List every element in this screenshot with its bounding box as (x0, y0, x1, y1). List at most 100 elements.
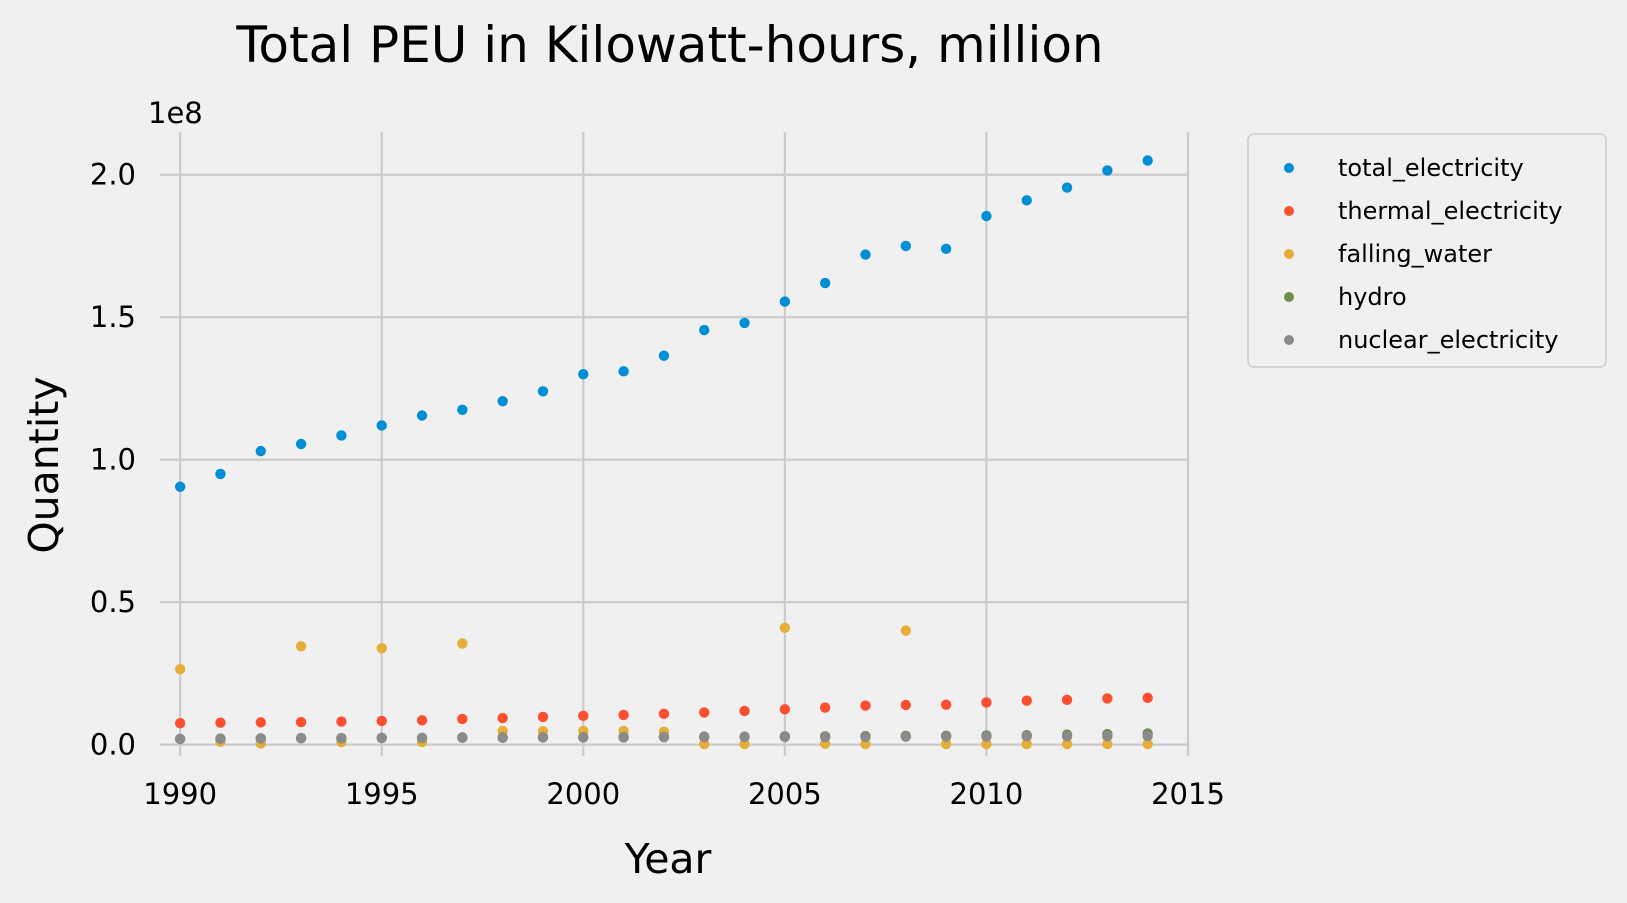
data-point (295, 438, 307, 450)
data-point (376, 420, 387, 431)
x-tick-label: 2010 (950, 777, 1024, 811)
data-point (860, 731, 871, 743)
data-point (1102, 738, 1113, 750)
legend-marker (1284, 206, 1294, 216)
data-point (739, 731, 750, 743)
data-point (981, 697, 992, 708)
data-point (779, 296, 791, 307)
legend-marker (1284, 292, 1294, 302)
y-tick-label: 1.5 (90, 300, 136, 334)
y-axis-label: Quantity (20, 376, 68, 553)
data-point (416, 410, 428, 421)
y-tick-label: 0.5 (90, 585, 136, 619)
legend-label: falling_water (1338, 240, 1492, 268)
data-point (376, 643, 387, 654)
data-point (1142, 738, 1153, 750)
data-point (779, 704, 791, 715)
legend-box (1247, 133, 1607, 368)
data-point (658, 350, 670, 361)
legend-label: nuclear_electricity (1338, 326, 1558, 354)
data-point (1061, 182, 1073, 193)
data-point (1021, 738, 1032, 750)
data-point (819, 277, 831, 289)
data-point (1102, 693, 1113, 704)
data-point (1102, 731, 1113, 742)
data-point (1142, 692, 1153, 704)
data-point (497, 732, 508, 743)
data-point (900, 731, 912, 742)
data-point (860, 738, 871, 750)
data-point (940, 731, 952, 742)
data-point (860, 700, 871, 711)
data-point (174, 733, 186, 745)
data-point (255, 445, 266, 457)
data-point (658, 708, 670, 720)
legend-marker (1284, 249, 1294, 259)
legend-label: total_electricity (1338, 154, 1524, 182)
data-point (457, 638, 468, 649)
data-points (174, 155, 1153, 750)
data-point (295, 641, 307, 652)
data-point (578, 732, 589, 743)
data-point (497, 712, 508, 724)
data-point (1142, 730, 1153, 742)
legend-marker (1284, 335, 1294, 345)
data-point (1142, 155, 1153, 166)
legend-label: thermal_electricity (1338, 197, 1562, 225)
data-point (295, 716, 307, 728)
data-point (174, 481, 186, 492)
data-point (336, 716, 347, 727)
data-point (537, 386, 549, 397)
data-point (1021, 731, 1032, 742)
data-point (1061, 694, 1073, 706)
y-tick-label: 1.0 (90, 443, 136, 477)
data-point (940, 699, 952, 710)
data-point (940, 738, 952, 750)
legend-marker (1284, 163, 1294, 173)
series-nuclear_electricity (174, 730, 1153, 745)
series-total_electricity (174, 155, 1153, 492)
data-point (900, 699, 912, 711)
x-tick-label: 2005 (748, 777, 822, 811)
data-point (618, 732, 629, 743)
data-point (1061, 731, 1073, 742)
y-axis-offset-label: 1e8 (148, 96, 203, 130)
y-tick-label: 2.0 (90, 158, 136, 192)
data-point (860, 249, 871, 260)
data-point (537, 732, 549, 743)
x-axis-label: Year (624, 835, 712, 883)
data-point (295, 733, 307, 744)
data-point (981, 210, 992, 222)
data-point (699, 731, 710, 743)
data-point (578, 368, 589, 380)
data-point (255, 717, 266, 728)
legend: total_electricity thermal_electricityfall… (1247, 133, 1607, 368)
x-tick-label: 2015 (1151, 777, 1225, 811)
data-point (497, 396, 508, 407)
data-point (457, 713, 468, 725)
data-point (215, 468, 226, 480)
data-point (900, 240, 912, 252)
data-point (457, 404, 468, 416)
data-point (819, 731, 831, 743)
data-point (739, 738, 750, 750)
legend-label: hydro (1338, 283, 1407, 311)
data-point (618, 366, 629, 377)
data-point (1102, 165, 1113, 176)
data-point (255, 733, 266, 744)
data-point (981, 731, 992, 742)
data-point (779, 731, 791, 743)
data-point (658, 731, 670, 743)
data-point (819, 702, 831, 713)
data-point (900, 625, 912, 636)
data-point (174, 718, 186, 729)
x-tick-label: 1990 (143, 777, 217, 811)
data-point (779, 622, 791, 633)
data-point (457, 732, 468, 743)
data-point (416, 732, 428, 744)
data-point (537, 711, 549, 723)
data-point (578, 710, 589, 722)
data-point (215, 717, 226, 728)
data-point (376, 715, 387, 727)
